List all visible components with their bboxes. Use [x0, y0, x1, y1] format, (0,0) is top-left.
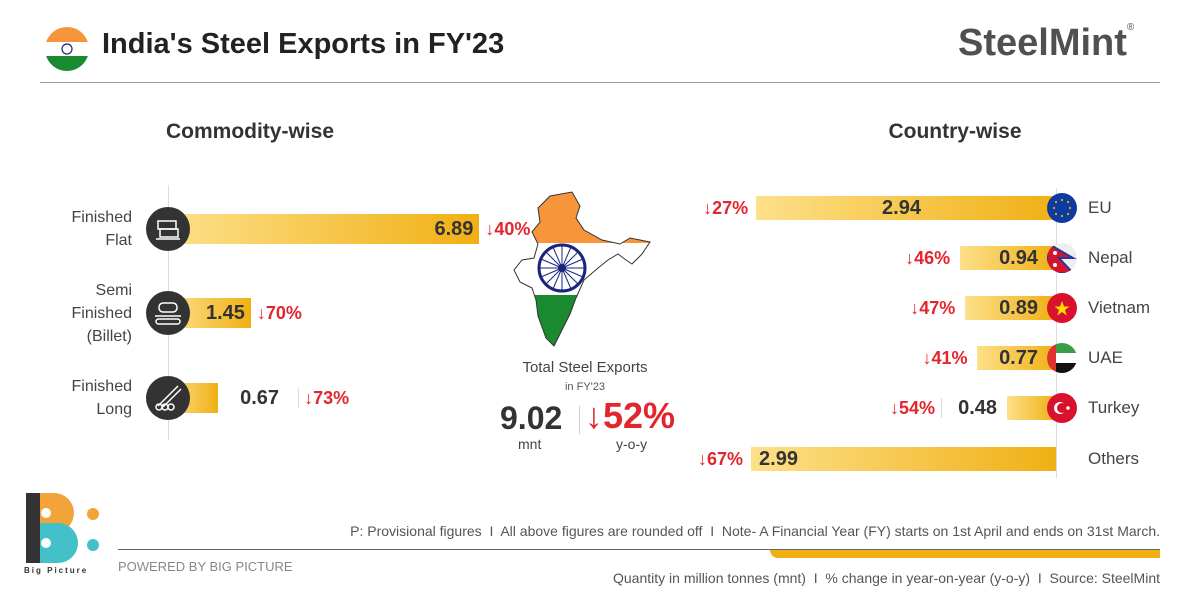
eu-flag-icon — [1047, 193, 1077, 223]
commodity-value: 0.67 — [240, 387, 280, 409]
big-picture-logo — [26, 493, 99, 563]
down-arrow-icon: ↓ — [585, 395, 603, 436]
total-unit: mnt — [518, 436, 542, 452]
powered-by: POWERED BY BIG PICTURE — [118, 559, 293, 574]
big-picture-logo-text: Big Picture — [24, 566, 89, 575]
page-title: India's Steel Exports in FY'23 — [102, 28, 505, 60]
country-name: Vietnam — [1088, 298, 1151, 317]
country-value: 0.94 — [999, 247, 1038, 269]
commodity-heading: Commodity-wise — [165, 120, 335, 143]
total-change: ↓52% — [585, 398, 675, 434]
commodity-label-line: Flat — [105, 232, 132, 249]
footer-units-source: Quantity in million tonnes (mnt) I % cha… — [613, 570, 1160, 586]
commodity-label-line: (Billet) — [86, 327, 132, 345]
footer-accent-bar — [770, 550, 1160, 558]
long-steel-icon — [146, 376, 190, 420]
uae-flag-icon — [1047, 343, 1077, 373]
country-value: 2.99 — [759, 448, 798, 470]
country-value: 0.89 — [999, 297, 1038, 319]
commodity-value: 6.89 — [434, 218, 474, 240]
commodity-label-line: Semi — [95, 281, 132, 299]
india-map — [513, 191, 651, 347]
nepal-flag-icon — [1047, 243, 1077, 273]
commodity-change: ↓40% — [485, 219, 531, 239]
commodity-change: ↓70% — [256, 303, 302, 323]
country-change: ↓27% — [703, 198, 749, 218]
country-value: 0.77 — [999, 347, 1038, 369]
commodity-label: Finished Flat — [12, 206, 132, 252]
commodity-label: Semi Finished (Billet) — [12, 279, 132, 348]
country-name: Others — [1088, 449, 1140, 468]
country-name: EU — [1088, 198, 1112, 217]
ashoka-chakra-icon — [537, 243, 587, 293]
total-divider — [579, 406, 580, 434]
brand-name: SteelMint — [958, 22, 1127, 64]
commodity-label-line: Finished — [71, 378, 132, 395]
country-name: Nepal — [1088, 248, 1133, 267]
country-axis — [1056, 188, 1057, 478]
commodity-change: ↓73% — [304, 388, 350, 408]
country-value: 0.48 — [958, 397, 998, 419]
value-divider — [298, 388, 300, 408]
commodity-value: 1.45 — [205, 302, 245, 324]
country-name: Turkey — [1088, 398, 1140, 417]
country-bar — [751, 447, 1056, 471]
country-heading: Country-wise — [888, 120, 1022, 143]
country-change: ↓47% — [910, 298, 956, 318]
country-value: 2.94 — [882, 197, 921, 219]
country-change: ↓46% — [905, 248, 951, 268]
country-name: UAE — [1088, 348, 1123, 367]
steelmint-logo: SteelMint® — [958, 22, 1134, 65]
commodity-bar — [168, 214, 480, 244]
country-change: ↓54% — [890, 398, 936, 418]
footer-divider — [118, 549, 1160, 550]
flat-steel-icon — [146, 207, 190, 251]
registered-mark: ® — [1126, 22, 1135, 33]
total-value: 9.02 — [500, 400, 563, 436]
total-change-value: 52% — [603, 395, 676, 436]
country-bar — [977, 346, 1056, 370]
commodity-label: Finished Long — [12, 375, 132, 421]
commodity-label-line: Long — [96, 401, 132, 418]
total-label: Total Steel Exports — [522, 359, 648, 376]
country-change: ↓41% — [922, 348, 968, 368]
country-bar — [965, 296, 1056, 320]
vietnam-flag-icon — [1047, 293, 1077, 323]
country-change: ↓67% — [698, 449, 744, 469]
total-change-label: y-o-y — [616, 436, 648, 452]
commodity-label-line: Finished — [71, 304, 132, 322]
footer-notes: P: Provisional figures I All above figur… — [350, 523, 1160, 539]
commodity-label-line: Finished — [71, 209, 132, 226]
turkey-flag-icon — [1047, 393, 1077, 423]
country-bar — [756, 196, 1056, 220]
value-divider — [941, 398, 943, 418]
india-flag-icon — [45, 27, 89, 71]
total-sublabel: in FY'23 — [564, 381, 605, 393]
header-divider — [40, 82, 1160, 83]
country-bar — [960, 246, 1056, 270]
billet-icon — [146, 291, 190, 335]
